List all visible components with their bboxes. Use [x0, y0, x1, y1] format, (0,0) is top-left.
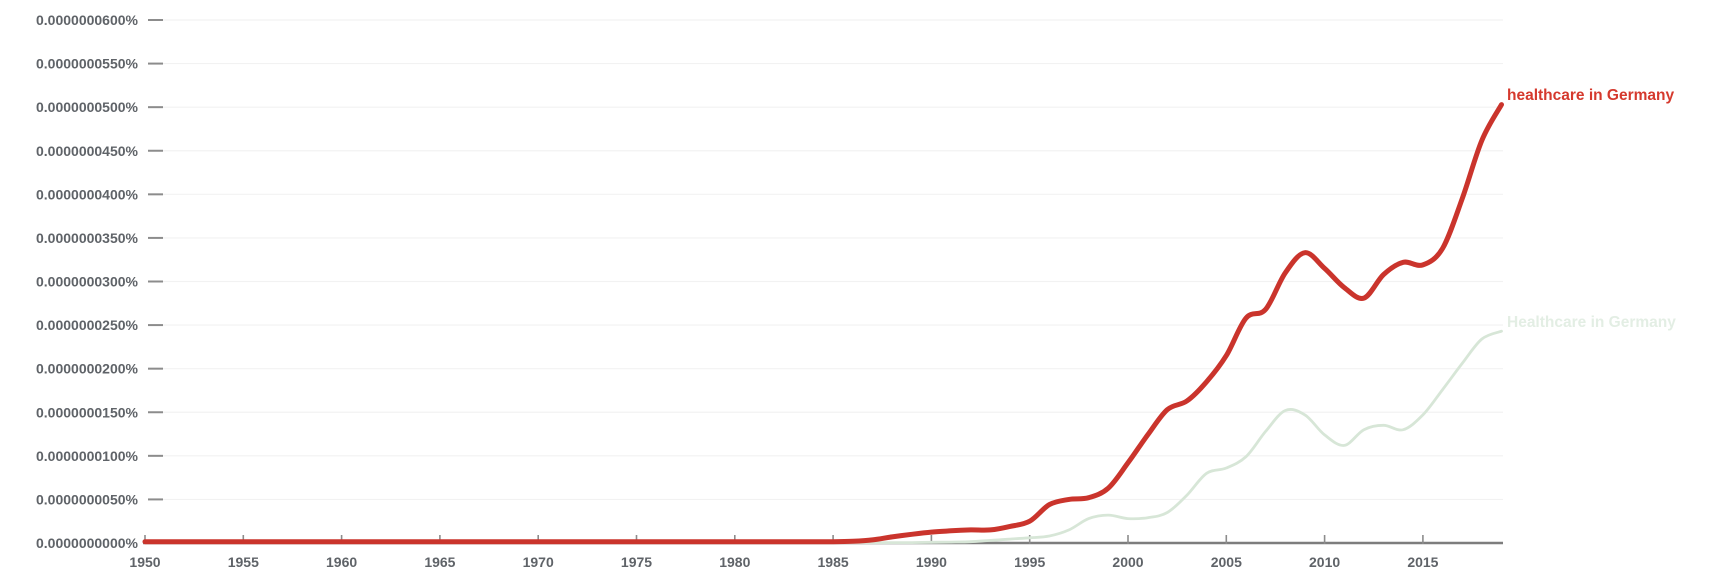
x-tick-label: 1950 — [129, 554, 160, 570]
series-line-healthcare-lowercase[interactable] — [142, 102, 1504, 545]
y-tick-label: 0.0000000000% — [36, 535, 139, 551]
x-tick-label: 1960 — [326, 554, 357, 570]
x-tick-label: 1995 — [1014, 554, 1045, 570]
y-tick-label: 0.0000000100% — [36, 448, 139, 464]
x-tick-label: 2000 — [1112, 554, 1143, 570]
x-tick-label: 1975 — [621, 554, 652, 570]
x-tick-label: 2005 — [1211, 554, 1242, 570]
x-tick-label: 1985 — [818, 554, 849, 570]
y-tick-label: 0.0000000350% — [36, 230, 139, 246]
x-tick-label: 1965 — [424, 554, 455, 570]
series-line-healthcare-capitalized[interactable] — [143, 329, 1503, 544]
x-tick-label: 1980 — [719, 554, 750, 570]
series-label-healthcare-lowercase[interactable]: healthcare in Germany — [1507, 87, 1675, 104]
y-tick-label: 0.0000000500% — [36, 99, 139, 115]
y-tick-label: 0.0000000550% — [36, 56, 139, 72]
y-tick-label: 0.0000000200% — [36, 361, 139, 377]
y-tick-label: 0.0000000150% — [36, 404, 139, 420]
y-tick-label: 0.0000000450% — [36, 143, 139, 159]
x-tick-label: 1990 — [916, 554, 947, 570]
x-tick-label: 1955 — [228, 554, 259, 570]
y-tick-label: 0.0000000600% — [36, 12, 139, 28]
x-tick-label: 2015 — [1407, 554, 1438, 570]
y-tick-label: 0.0000000400% — [36, 186, 139, 202]
y-tick-label: 0.0000000300% — [36, 274, 139, 290]
x-tick-label: 2010 — [1309, 554, 1340, 570]
series-label-healthcare-capitalized[interactable]: Healthcare in Germany — [1507, 314, 1676, 331]
x-tick-label: 1970 — [523, 554, 554, 570]
y-tick-label: 0.0000000050% — [36, 491, 139, 507]
y-tick-label: 0.0000000250% — [36, 317, 139, 333]
